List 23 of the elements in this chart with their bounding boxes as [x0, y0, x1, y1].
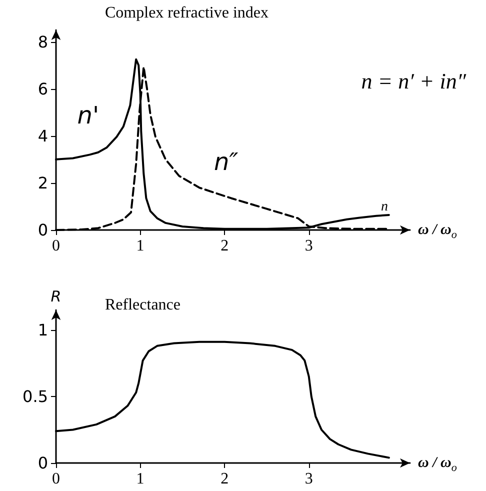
- series-label: n″: [214, 148, 238, 176]
- y-tick-label: 6: [38, 79, 48, 98]
- x-tick-label: 0: [52, 470, 60, 488]
- x-tick-label: 3: [304, 238, 313, 254]
- x-tick-label: 1: [136, 470, 144, 488]
- y-tick-label: 0: [38, 454, 48, 472]
- annotation: n: [381, 200, 388, 214]
- y-tick-label: 0: [38, 220, 48, 240]
- x-tick-label: 2: [220, 470, 229, 488]
- annotation: n = n′ + in″: [361, 68, 467, 94]
- x-tick-label: 2: [220, 238, 229, 254]
- chart-title: Complex refractive index: [105, 4, 268, 22]
- y-tick-label: 8: [38, 32, 48, 52]
- x-tick-label: 0: [52, 238, 60, 254]
- y-tick-label: 1: [38, 320, 48, 340]
- y-tick-label: 4: [38, 126, 48, 146]
- chart-title: Reflectance: [105, 296, 180, 314]
- x-tick-label: 1: [136, 238, 144, 254]
- y-axis-title: R: [50, 288, 62, 306]
- series-label: n': [77, 101, 100, 130]
- x-tick-label: 3: [304, 470, 313, 488]
- y-tick-label: 2: [38, 173, 48, 192]
- y-tick-label: 0.5: [22, 386, 48, 406]
